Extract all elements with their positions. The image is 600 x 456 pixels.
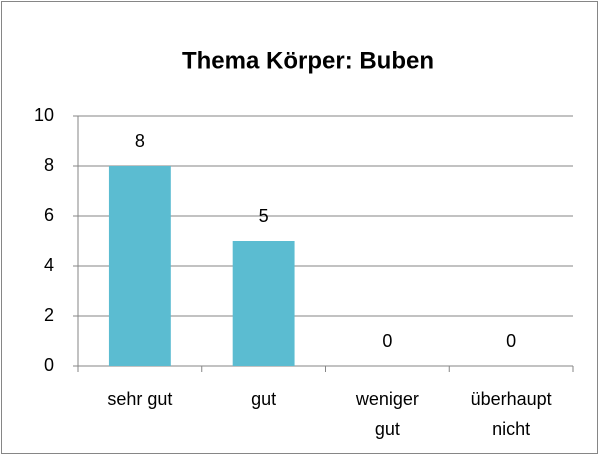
x-tick-label: weniger gut xyxy=(355,389,419,439)
x-tick-label: sehr gut xyxy=(107,389,172,409)
bar xyxy=(108,166,171,366)
y-tick-label: 8 xyxy=(44,155,54,175)
y-tick-label: 0 xyxy=(44,355,54,375)
y-tick-label: 4 xyxy=(44,255,54,275)
bar xyxy=(232,241,295,366)
chart-title: Thema Körper: Buben xyxy=(182,47,434,74)
x-tick-label: überhaupt nicht xyxy=(471,389,552,439)
y-tick-label: 6 xyxy=(44,205,54,225)
y-tick-label: 10 xyxy=(34,105,54,125)
data-label: 0 xyxy=(382,331,392,351)
data-label: 5 xyxy=(259,206,269,226)
data-label: 8 xyxy=(135,131,145,151)
x-tick-label: gut xyxy=(251,389,276,409)
data-label: 0 xyxy=(506,331,516,351)
y-tick-label: 2 xyxy=(44,305,54,325)
